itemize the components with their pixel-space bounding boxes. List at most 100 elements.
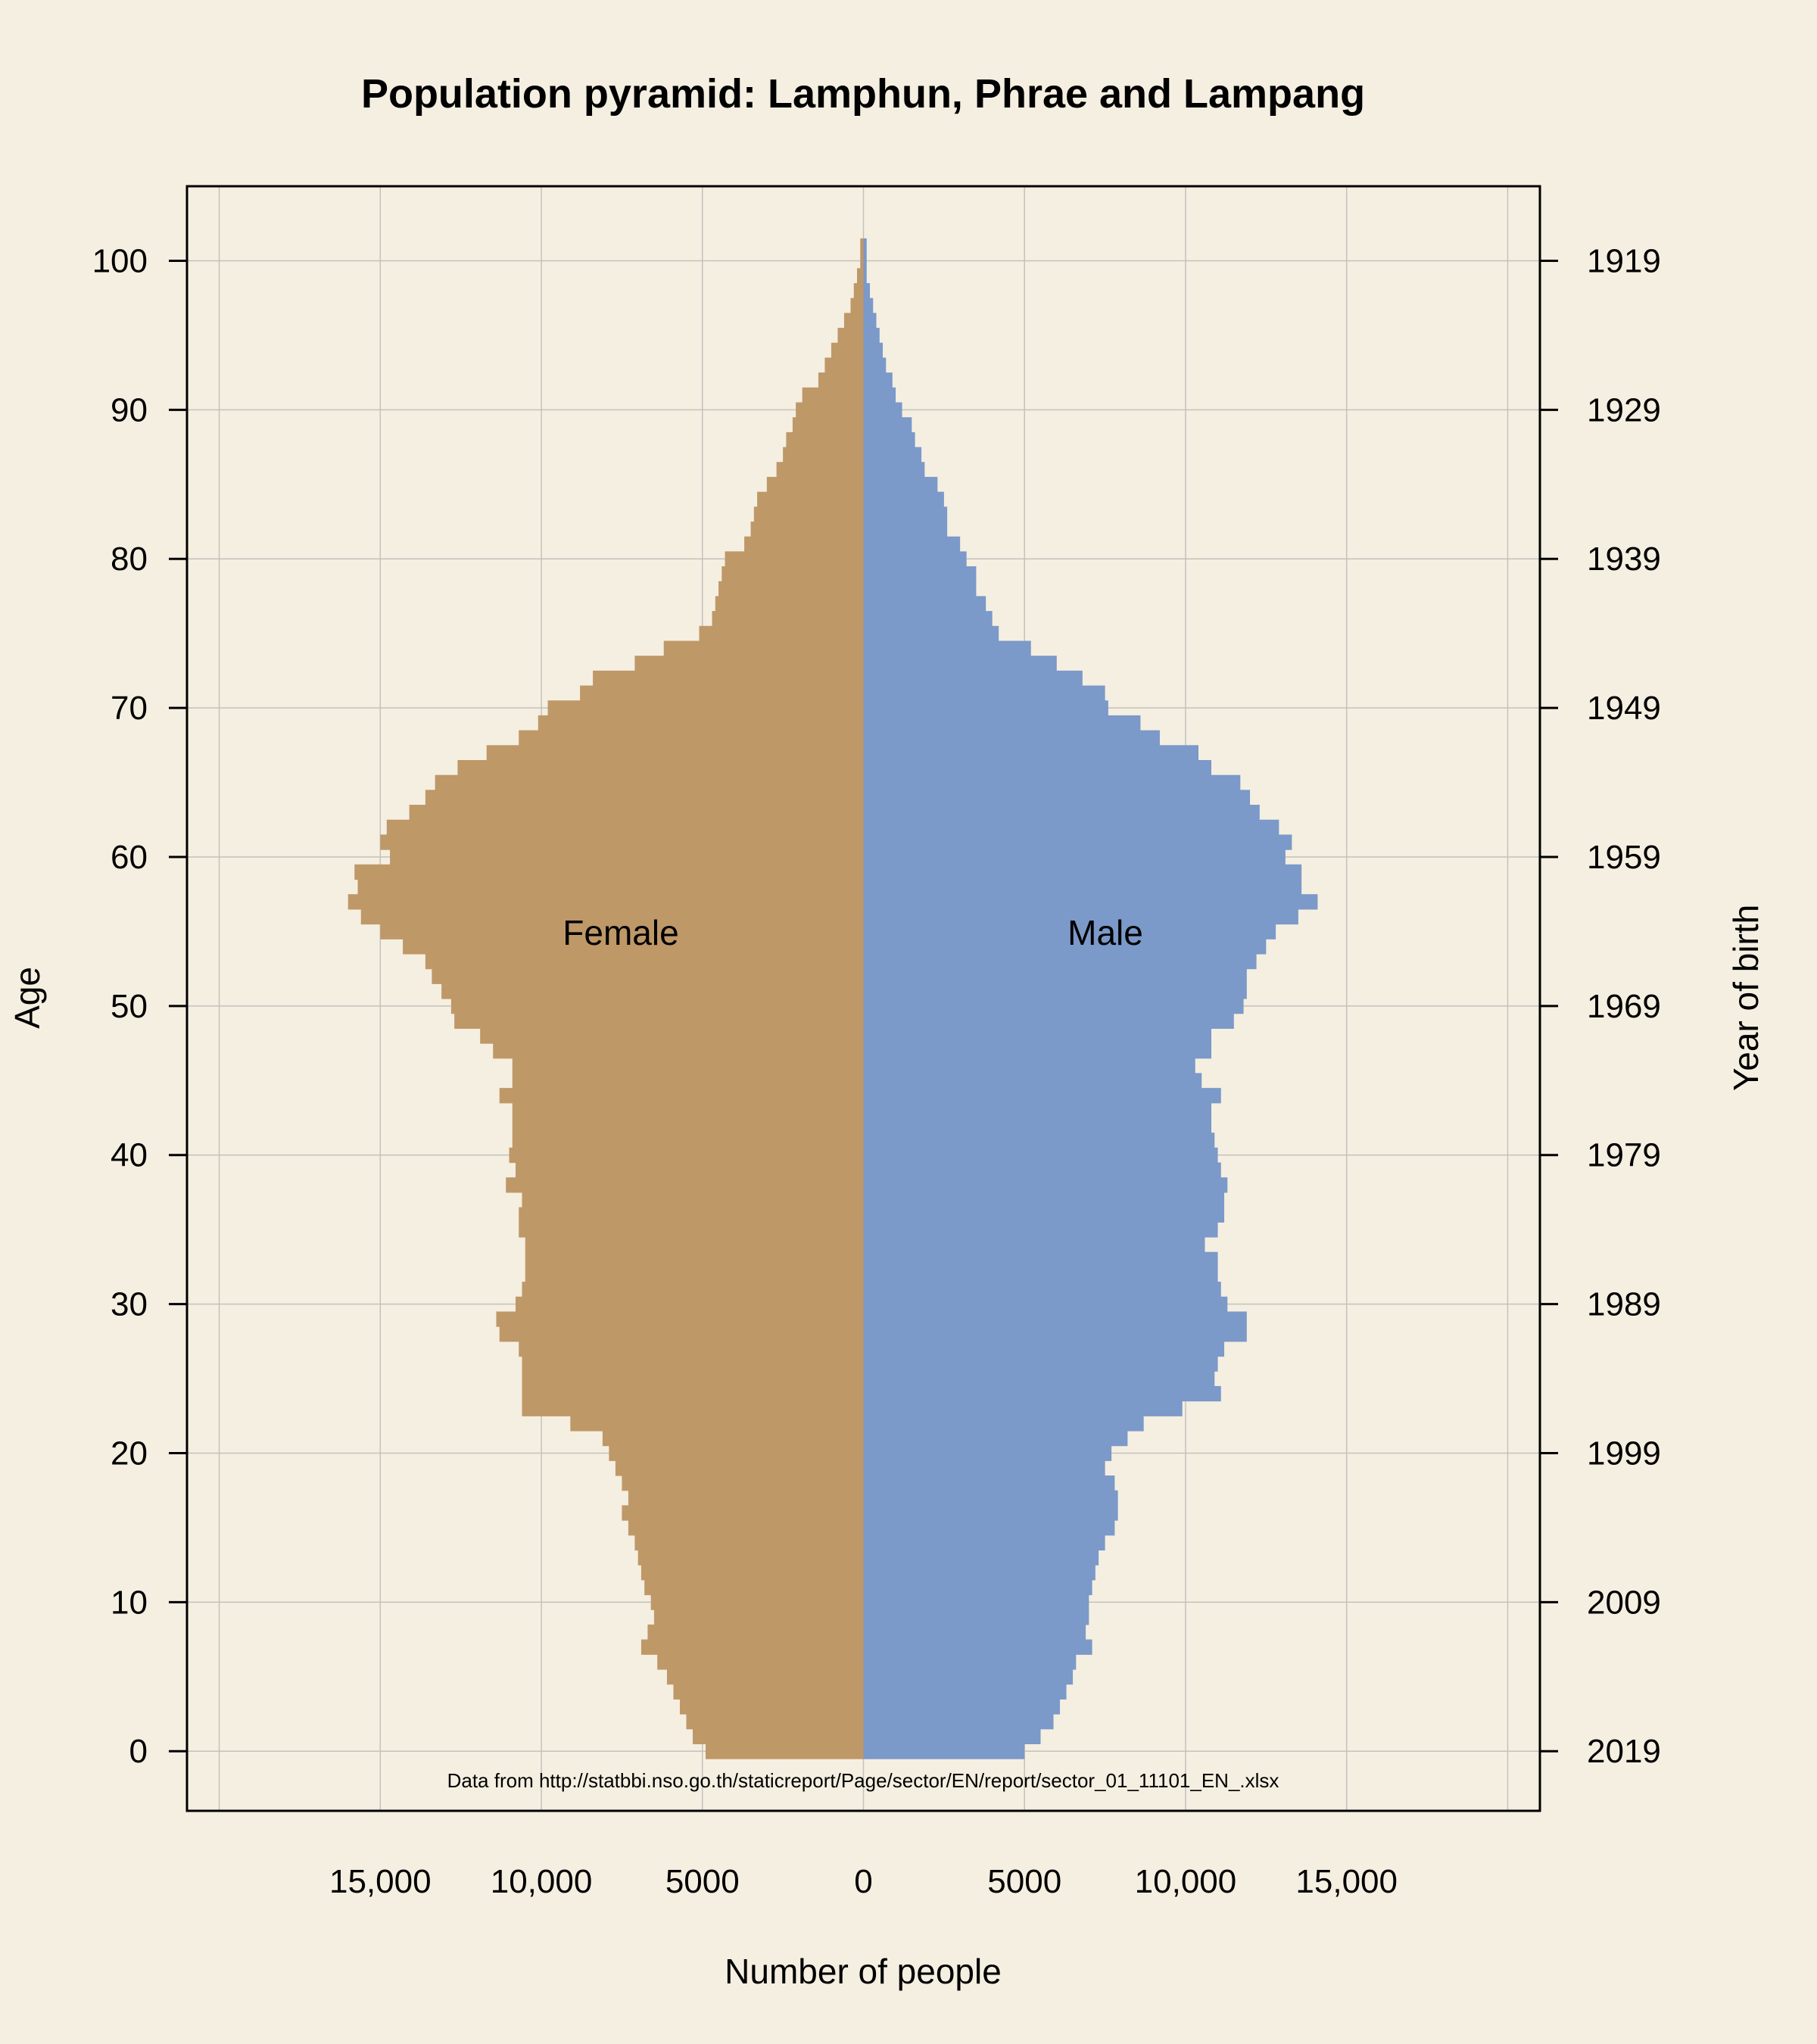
female-bar-age-47: [493, 1043, 864, 1059]
female-bar-age-64: [425, 790, 864, 805]
female-bar-age-39: [515, 1162, 864, 1178]
female-bar-age-24: [522, 1385, 864, 1402]
male-bar-age-2: [863, 1714, 1054, 1730]
female-bar-age-88: [786, 432, 864, 448]
male-bar-age-101: [863, 238, 867, 254]
male-bar-age-85: [863, 476, 938, 493]
female-bar-age-44: [499, 1088, 864, 1104]
female-bar-age-20: [609, 1445, 864, 1461]
source-note: Data from http://statbbi.nso.go.th/stati…: [447, 1769, 1279, 1792]
male-bar-age-13: [863, 1550, 1099, 1566]
female-bar-age-93: [824, 357, 864, 373]
male-bar-age-14: [863, 1535, 1105, 1551]
male-bar-age-41: [863, 1133, 1215, 1148]
female-bar-age-94: [831, 342, 864, 359]
male-bar-age-74: [863, 640, 1031, 656]
male-bar-age-86: [863, 462, 925, 478]
female-bar-age-80: [725, 551, 864, 567]
female-bar-age-37: [522, 1192, 864, 1208]
male-bar-age-46: [863, 1058, 1195, 1074]
female-bar-age-16: [622, 1505, 864, 1521]
female-bar-age-54: [403, 939, 864, 955]
age-tick-label: 50: [111, 988, 148, 1025]
female-bars: [348, 238, 864, 1759]
male-bar-age-83: [863, 506, 948, 522]
male-bar-age-52: [863, 968, 1247, 984]
male-bar-age-59: [863, 864, 1302, 880]
male-bar-age-7: [863, 1639, 1092, 1655]
male-bar-age-66: [863, 759, 1212, 776]
male-bar-age-95: [863, 328, 880, 344]
male-bar-age-47: [863, 1043, 1212, 1059]
age-tick-label: 10: [111, 1584, 148, 1621]
male-bar-age-29: [863, 1311, 1247, 1327]
people-tick-label: 0: [854, 1863, 872, 1900]
male-bar-age-94: [863, 342, 884, 359]
male-bar-age-80: [863, 551, 967, 567]
male-bar-age-21: [863, 1430, 1128, 1447]
female-bar-age-0: [706, 1743, 864, 1759]
male-bar-age-62: [863, 819, 1279, 836]
female-bar-age-63: [409, 805, 864, 821]
male-bar-age-82: [863, 521, 948, 537]
male-bar-age-31: [863, 1282, 1221, 1298]
female-bar-age-23: [522, 1401, 864, 1416]
male-bar-age-84: [863, 491, 944, 507]
male-bar-age-3: [863, 1699, 1061, 1715]
male-bar-age-16: [863, 1505, 1118, 1521]
male-bar-age-55: [863, 924, 1276, 939]
male-bar-age-89: [863, 417, 912, 433]
male-bar-age-77: [863, 596, 986, 612]
age-tick-label: 60: [111, 839, 148, 876]
male-bar-age-58: [863, 879, 1302, 895]
male-bar-age-100: [863, 253, 867, 269]
year-tick-label: 1919: [1587, 242, 1661, 279]
female-bar-age-45: [512, 1073, 864, 1089]
male-bar-age-6: [863, 1654, 1077, 1670]
female-bar-age-53: [425, 953, 864, 970]
age-tick-label: 0: [129, 1733, 148, 1770]
male-bar-age-45: [863, 1073, 1202, 1089]
male-bars: [863, 238, 1318, 1759]
male-bar-age-42: [863, 1117, 1212, 1133]
female-bar-age-85: [766, 476, 864, 493]
male-bar-age-96: [863, 313, 877, 329]
age-tick-label: 80: [111, 541, 148, 578]
male-bar-age-34: [863, 1237, 1205, 1253]
female-bar-age-7: [640, 1639, 864, 1655]
female-bar-age-83: [753, 506, 864, 522]
people-axis: 15,000 10,000 5000 0 5000 10,000 15,000: [329, 1863, 1398, 1900]
age-tick-label: 70: [111, 690, 148, 727]
year-tick-label: 1979: [1587, 1137, 1661, 1174]
year-tick-label: 1949: [1587, 690, 1661, 727]
female-bar-age-27: [519, 1341, 864, 1357]
male-bar-age-10: [863, 1594, 1089, 1610]
female-bar-age-78: [718, 581, 864, 597]
female-bar-age-31: [522, 1282, 864, 1298]
male-bar-age-98: [863, 282, 871, 299]
male-bar-age-30: [863, 1296, 1228, 1313]
male-bar-age-11: [863, 1579, 1092, 1596]
people-tick-label: 10,000: [1135, 1863, 1237, 1900]
female-bar-age-9: [653, 1609, 864, 1625]
female-bar-age-12: [640, 1565, 864, 1581]
male-bar-age-0: [863, 1743, 1025, 1759]
female-bar-age-46: [512, 1058, 864, 1074]
female-bar-age-22: [570, 1416, 864, 1432]
people-tick-label: 5000: [665, 1863, 740, 1900]
female-bar-age-49: [454, 1013, 864, 1029]
male-bar-age-36: [863, 1207, 1225, 1223]
female-bar-age-48: [480, 1028, 864, 1044]
male-bar-age-26: [863, 1356, 1218, 1372]
male-bar-age-15: [863, 1520, 1115, 1536]
male-bar-age-32: [863, 1267, 1218, 1282]
male-bar-age-78: [863, 581, 977, 597]
female-bar-age-95: [837, 328, 864, 344]
female-bar-age-26: [522, 1356, 864, 1372]
female-bar-age-100: [860, 253, 864, 269]
male-bar-age-44: [863, 1088, 1221, 1104]
male-bar-age-23: [863, 1401, 1183, 1416]
female-bar-age-25: [522, 1371, 864, 1387]
year-tick-label: 1939: [1587, 541, 1661, 578]
male-bar-age-33: [863, 1251, 1218, 1267]
